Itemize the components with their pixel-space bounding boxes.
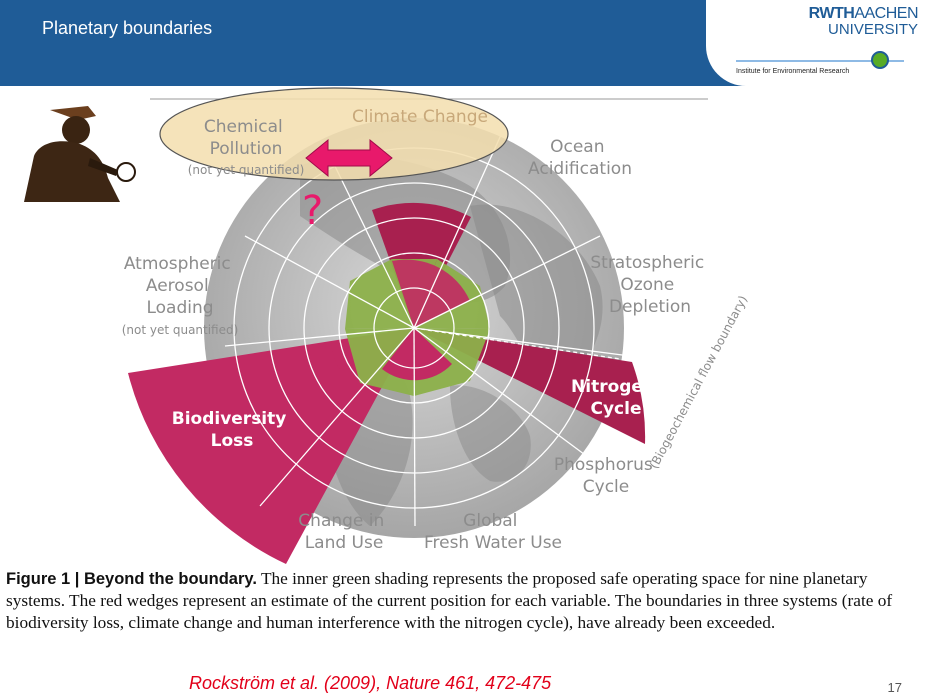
label-biogeochemical-note: (Biogeochemical flow boundary) [647,293,750,471]
logo-rwth-light: AACHEN [854,5,918,22]
label-fresh-water: Global Fresh Water Use [424,511,562,553]
slide-title: Planetary boundaries [42,18,213,38]
safe-zone-phosphorus [414,328,490,396]
wedge-biodiversity [128,328,414,564]
label-ocean-acidification: Ocean Acidification [528,137,632,179]
label-land-use: Change in Land Use [298,511,389,553]
wedge-freshwater-inner [382,328,452,381]
label-phosphorus-cycle: Phosphorus Cycle [554,455,658,497]
wedge-climate-inner [392,259,470,328]
label-nitrogen-cycle: Nitrogen Cycle [571,377,661,419]
logo-university: UNIVERSITY [827,21,918,38]
page-number: 17 [887,680,902,695]
slide-header: Planetary boundaries RWTHAACHEN UNIVERSI… [0,0,928,86]
grid-spokes [224,125,631,527]
detective-icon [20,106,152,202]
safe-zone-landuse [345,328,414,396]
label-chemical-note: (not yet quantified) [188,163,305,177]
dashed-spoke [413,327,641,363]
label-aerosol-note: (not yet quantified) [122,323,239,337]
double-arrow-icon [305,138,393,178]
question-mark: ? [302,188,323,234]
label-stratospheric-ozone: Stratospheric Ozone Depletion [590,253,709,317]
label-biodiversity-loss: Biodiversity Loss [172,409,293,451]
logo-rwth-bold: RWTH [808,5,855,22]
label-atmospheric-aerosol: Atmospheric Aerosol Loading [124,254,236,318]
logo-institute: Institute for Environmental Research [736,68,850,75]
logo-line [736,60,904,62]
rwth-logo: RWTHAACHEN UNIVERSITY Institute for Envi… [706,0,928,86]
label-chemical-pollution: Chemical Pollution [204,117,288,159]
caption-lead: Figure 1 | Beyond the boundary. [6,570,257,588]
highlight-ellipse [159,87,509,181]
logo-dot-icon [871,51,889,69]
label-climate-change: Climate Change [352,107,488,127]
planetary-boundaries-diagram: ? Chemical Pollution (not yet quantified… [20,87,750,564]
safe-zone-aerosol [345,259,414,329]
citation: Rockström et al. (2009), Nature 461, 472… [189,673,552,693]
figure-caption: Figure 1 | Beyond the boundary. The inne… [6,568,926,634]
caption-text: The inner green shading represents the p… [6,569,893,632]
